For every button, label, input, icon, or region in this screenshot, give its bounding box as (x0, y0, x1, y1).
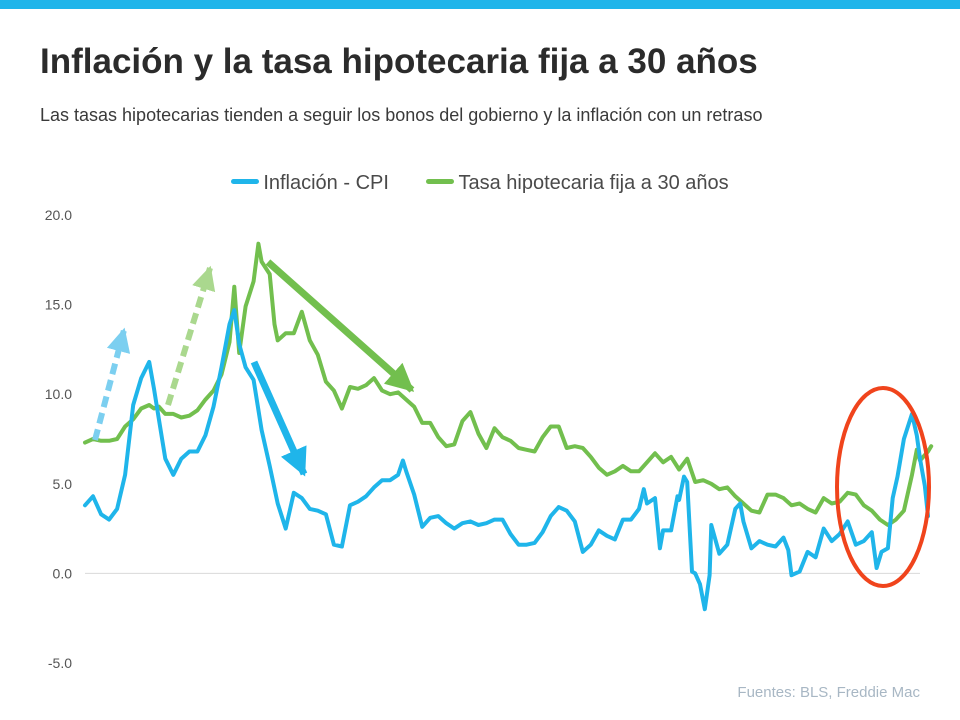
source-note: Fuentes: BLS, Freddie Mac (737, 684, 920, 701)
legend-item-cpi: Inflación - CPI (231, 172, 389, 195)
arrow-cpi-decline (250, 360, 308, 477)
series-line-mortgage (83, 241, 934, 527)
y-tick-label: 20.0 (45, 207, 72, 223)
y-tick-label: 15.0 (45, 297, 72, 313)
dashed-arrow-cpi-rise (92, 327, 131, 441)
y-tick-label: -5.0 (48, 655, 72, 671)
legend-swatch-cpi (231, 179, 260, 185)
legend-label-cpi: Inflación - CPI (263, 172, 389, 194)
series-line-cpi (83, 308, 930, 612)
y-tick-label: 5.0 (53, 476, 73, 492)
chart-title: Inflación y la tasa hipotecaria fija a 3… (40, 42, 758, 81)
y-tick-label: 0.0 (53, 565, 73, 581)
arrow-mortgage-decline (265, 259, 415, 393)
y-tick-label: 10.0 (45, 386, 72, 402)
top-accent-bar (0, 0, 960, 9)
legend-swatch-mortgage (426, 179, 455, 185)
legend-label-mortgage: Tasa hipotecaria fija a 30 años (458, 172, 729, 194)
highlight-circle (835, 386, 931, 588)
legend-item-mortgage: Tasa hipotecaria fija a 30 años (426, 172, 729, 195)
chart-subtitle: Las tasas hipotecarias tienden a seguir … (40, 105, 763, 125)
chart-legend: Inflación - CPI Tasa hipotecaria fija a … (0, 172, 960, 195)
dashed-arrow-mortgage-rise (165, 265, 216, 406)
